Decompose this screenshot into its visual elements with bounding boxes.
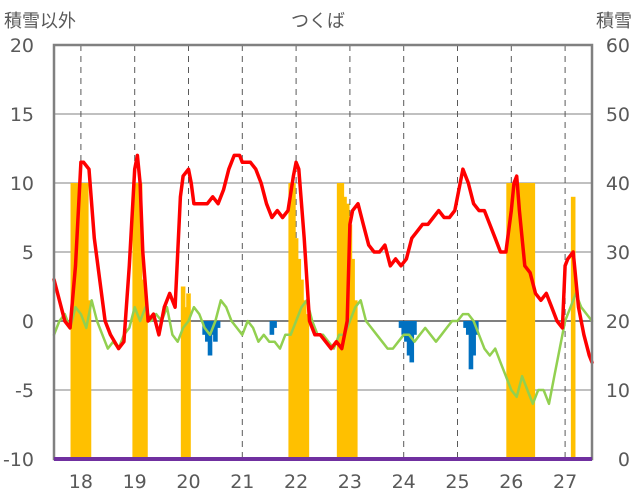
bar — [517, 183, 522, 459]
bar — [465, 321, 471, 335]
bar — [352, 300, 358, 459]
left-tick-label: 10 — [10, 173, 34, 195]
x-tick-label: 21 — [230, 471, 254, 493]
left-tick-label: 0 — [22, 311, 34, 333]
bar — [412, 321, 417, 335]
left-tick-label: 20 — [10, 35, 34, 57]
left-axis: 20 15 10 5 0 -5 -10 — [3, 35, 34, 471]
bar — [272, 321, 277, 328]
bar — [398, 321, 404, 328]
x-tick-label: 20 — [176, 471, 200, 493]
right-axis-title: 積雪 — [596, 11, 632, 32]
bar — [78, 183, 84, 459]
bar — [291, 183, 296, 459]
bar — [180, 286, 186, 459]
x-tick-label: 18 — [69, 471, 93, 493]
bar — [301, 300, 307, 459]
bar — [215, 321, 221, 328]
left-tick-label: -5 — [15, 380, 34, 402]
right-tick-label: 30 — [606, 242, 630, 264]
series-line — [52, 153, 594, 365]
bar — [514, 183, 519, 459]
bar — [143, 300, 148, 459]
bar — [75, 183, 81, 459]
x-tick-label: 25 — [445, 471, 469, 493]
bar — [288, 183, 294, 459]
bar — [506, 183, 511, 459]
right-tick-label: 60 — [606, 35, 630, 57]
bar — [186, 293, 191, 459]
bar — [468, 321, 474, 370]
bar — [350, 258, 355, 459]
bar — [570, 196, 576, 460]
x-tick-label: 22 — [284, 471, 308, 493]
bar — [527, 183, 533, 459]
series-line — [52, 292, 594, 406]
bar — [509, 183, 514, 459]
left-tick-label: 15 — [10, 104, 34, 126]
right-tick-label: 10 — [606, 380, 630, 402]
bar — [86, 300, 92, 459]
bar — [406, 321, 412, 356]
x-axis: 18 19 20 21 22 23 24 25 26 27 — [69, 471, 577, 493]
bar — [511, 183, 517, 459]
left-axis-title: 積雪以外 — [4, 11, 76, 32]
bar — [132, 183, 137, 459]
bar — [519, 183, 525, 459]
bar — [296, 258, 302, 459]
bar — [530, 183, 536, 459]
chart-title: つくば — [291, 11, 345, 32]
bar — [471, 321, 476, 356]
left-tick-label: 5 — [22, 242, 34, 264]
x-tick-label: 24 — [392, 471, 416, 493]
bar — [293, 238, 299, 459]
bar — [304, 314, 310, 459]
right-axis: 60 50 40 30 20 10 0 — [606, 35, 630, 471]
bar — [339, 183, 345, 459]
bar — [336, 183, 342, 459]
bar — [522, 183, 528, 459]
bar — [525, 183, 530, 459]
bar — [404, 321, 409, 342]
bar — [347, 224, 353, 459]
x-tick-label: 27 — [553, 471, 577, 493]
right-tick-label: 20 — [606, 311, 630, 333]
x-tick-label: 19 — [123, 471, 147, 493]
bar — [83, 183, 89, 459]
bar — [299, 279, 304, 459]
right-tick-label: 50 — [606, 104, 630, 126]
bar — [183, 307, 189, 459]
x-tick-label: 26 — [499, 471, 523, 493]
snow-depth-bars — [70, 183, 576, 460]
bar — [463, 321, 468, 328]
bar — [135, 183, 140, 459]
right-tick-label: 0 — [618, 449, 630, 471]
right-tick-label: 40 — [606, 173, 630, 195]
bar — [409, 321, 415, 363]
bar — [73, 183, 78, 459]
left-tick-label: -10 — [3, 449, 34, 471]
bar — [401, 321, 406, 335]
bar — [140, 279, 146, 459]
bar — [207, 321, 213, 356]
bar — [213, 321, 218, 342]
bar — [344, 203, 350, 459]
series-lines — [52, 153, 594, 406]
x-tick-label: 23 — [338, 471, 362, 493]
bar — [269, 321, 275, 335]
